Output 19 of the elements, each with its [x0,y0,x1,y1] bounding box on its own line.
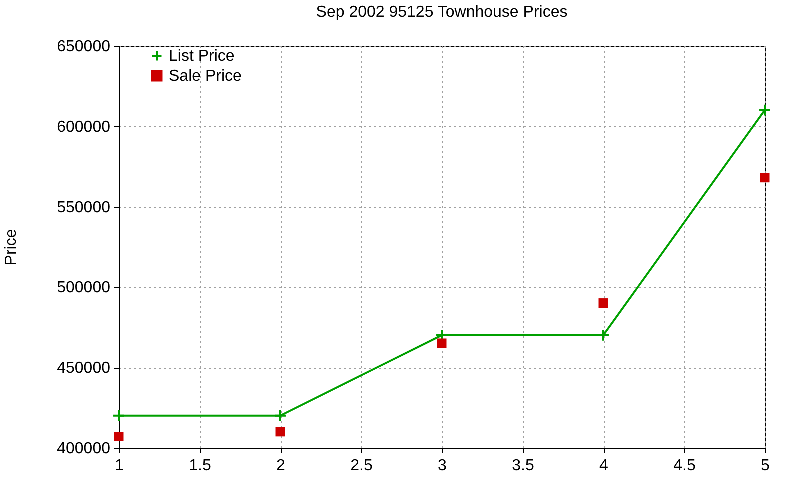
y-tick-label: 550000 [57,199,111,216]
x-tick-label: 4 [600,458,609,474]
legend-label: List Price [169,48,235,65]
x-tick-label: 3.5 [512,458,534,474]
y-tick-label: 400000 [57,440,111,458]
y-axis-title: Price [3,229,20,266]
y-tick-label: 500000 [57,280,111,297]
chart-title: Sep 2002 95125 Townhouse Prices [316,4,568,21]
x-tick-label: 3 [438,458,448,474]
x-tick-label: 5 [761,458,770,474]
x-tick-label: 1 [115,458,124,474]
y-tick-label: 450000 [57,360,111,378]
y-tick-label: 600000 [57,118,111,136]
x-tick-label: 1.5 [189,458,212,474]
x-tick-label: 2 [276,458,286,474]
y-tick-label: 650000 [57,38,111,56]
x-tick-label: 2.5 [350,458,373,474]
legend-label: Sale Price [169,68,242,85]
x-tick-label: 4.5 [674,458,696,474]
